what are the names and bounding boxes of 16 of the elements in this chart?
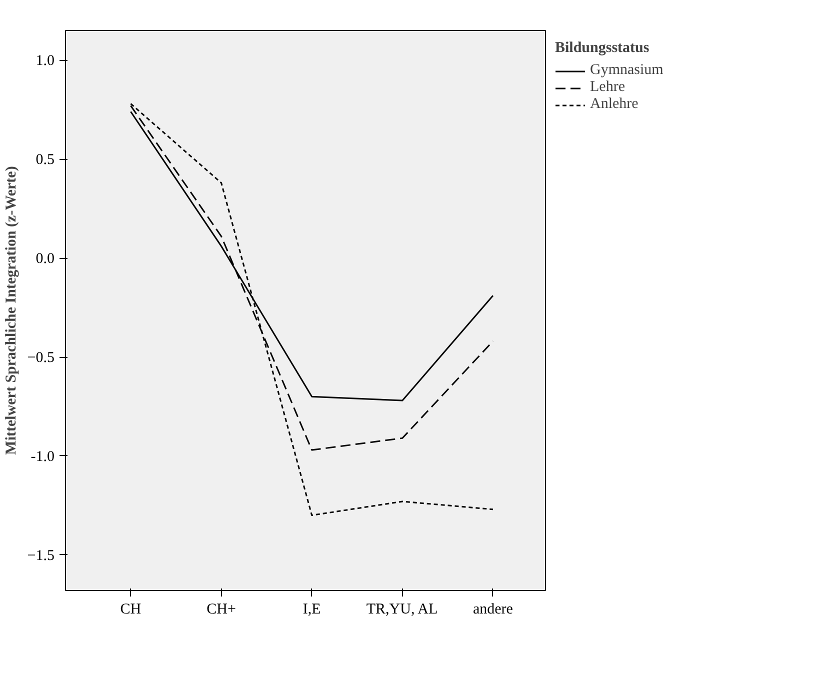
y-axis-title: Mittelwert Sprachliche Integration (z-Werte) xyxy=(3,166,20,455)
x-tick-label: TR,YU, AL xyxy=(366,602,438,618)
x-tick-label: andere xyxy=(472,602,514,618)
y-tick-label: −0.5 xyxy=(27,350,55,366)
legend-label: Anlehre xyxy=(590,96,638,113)
legend-label: Lehre xyxy=(590,79,625,96)
x-tick-label: CH xyxy=(120,602,142,618)
legend-label: Gymnasium xyxy=(590,62,664,79)
legend-title: Bildungsstatus xyxy=(555,40,650,57)
y-tick-label: -1.0 xyxy=(30,448,55,465)
y-tick-label: 0.0 xyxy=(36,251,54,268)
y-tick-label: 0.5 xyxy=(36,152,54,168)
x-tick-label: I,E xyxy=(302,602,321,618)
y-tick-label: 1.0 xyxy=(36,53,54,70)
x-tick-label: CH+ xyxy=(206,602,236,618)
y-tick-label: −1.5 xyxy=(27,548,55,564)
